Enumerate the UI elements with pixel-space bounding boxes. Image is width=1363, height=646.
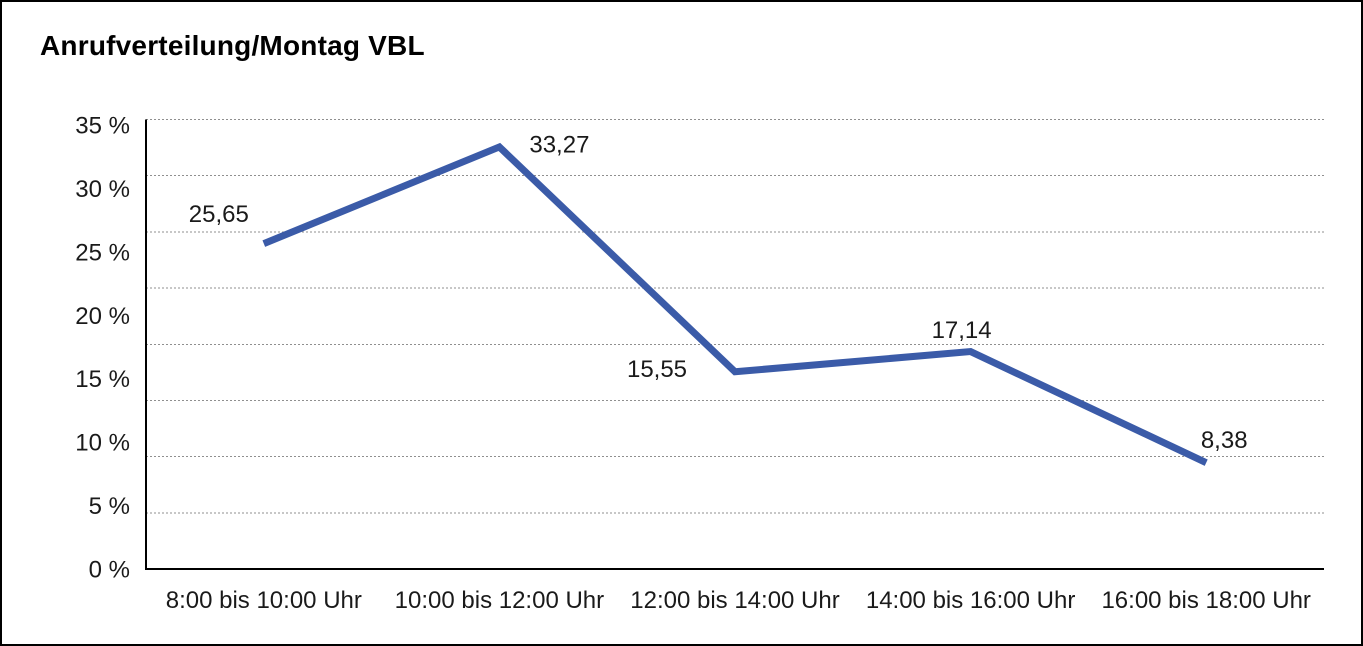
data-value-label: 33,27 [529, 131, 589, 158]
x-category-labels: 8:00 bis 10:00 Uhr 10:00 bis 12:00 Uhr 12:… [166, 587, 1311, 614]
y-gridlines [146, 119, 1324, 514]
x-category-label: 8:00 bis 10:00 Uhr [166, 587, 362, 614]
y-tick-label: 20 % [75, 303, 130, 330]
chart-title: Anrufverteilung/Montag VBL [40, 30, 425, 61]
x-category-label: 12:00 bis 14:00 Uhr [630, 587, 839, 614]
data-value-label: 15,55 [627, 356, 687, 383]
data-value-label: 25,65 [189, 201, 249, 228]
series-line [262, 142, 1208, 466]
data-value-label: 8,38 [1201, 427, 1248, 454]
y-tick-label: 10 % [75, 430, 130, 457]
y-tick-label: 5 % [89, 493, 130, 520]
y-tick-label: 0 % [89, 557, 130, 584]
y-tick-labels: 35 % 30 % 25 % 20 % 15 % 10 % 5 % 0 % [75, 113, 130, 584]
x-category-label: 14:00 bis 16:00 Uhr [866, 587, 1075, 614]
x-category-label: 10:00 bis 12:00 Uhr [395, 587, 604, 614]
axes [145, 119, 1324, 570]
data-series [262, 142, 1208, 466]
y-tick-label: 35 % [75, 113, 130, 140]
x-category-label: 16:00 bis 18:00 Uhr [1101, 587, 1310, 614]
data-point-labels: 25,65 33,27 15,55 17,14 8,38 [189, 131, 1248, 454]
y-tick-label: 30 % [75, 176, 130, 203]
data-value-label: 17,14 [932, 317, 992, 344]
y-tick-label: 15 % [75, 366, 130, 393]
y-tick-label: 25 % [75, 239, 130, 266]
